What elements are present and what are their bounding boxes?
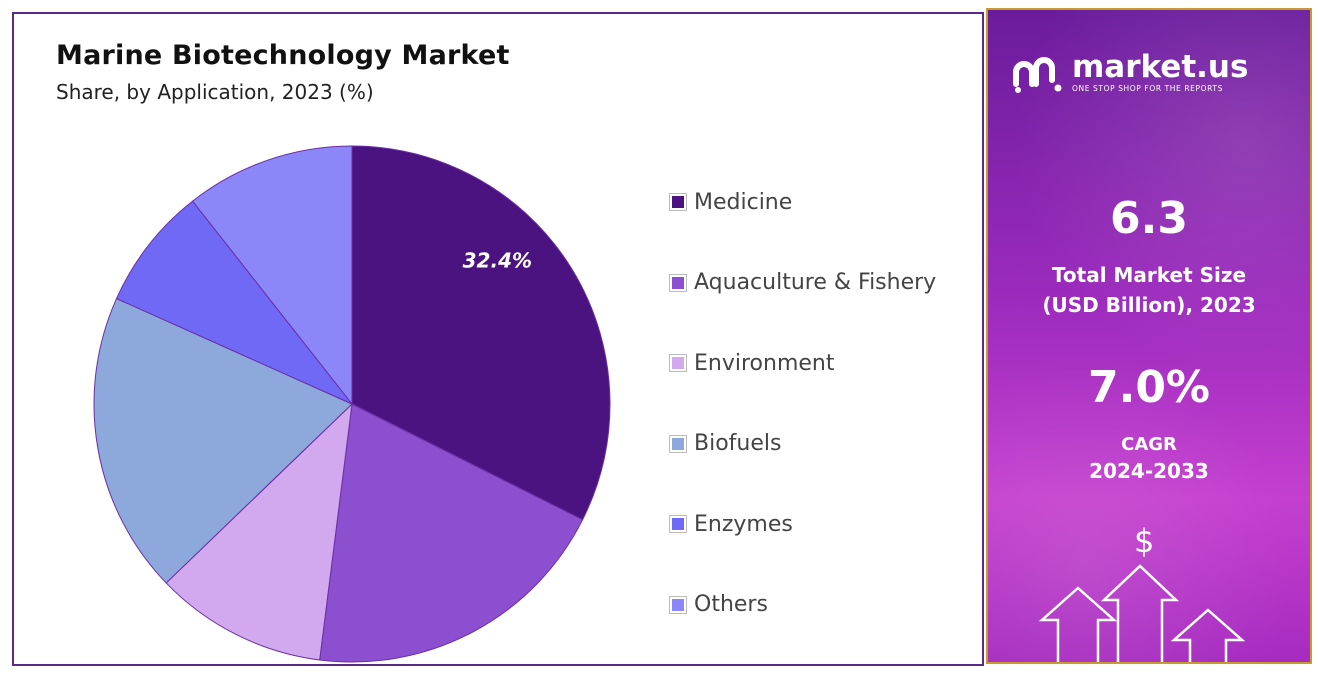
legend-label: Aquaculture & Fishery	[694, 270, 937, 296]
legend-item-medicine: Medicine	[669, 162, 936, 243]
legend-label: Others	[694, 592, 768, 618]
chart-title: Marine Biotechnology Market	[56, 40, 510, 71]
legend-label: Environment	[694, 350, 835, 376]
legend-item-aquaculture-fishery: Aquaculture & Fishery	[669, 243, 937, 324]
cagr-value: 7.0%	[1087, 362, 1211, 413]
chart-legend: Medicine Aquaculture & Fishery Environment…	[669, 162, 937, 646]
pie-slice-medicine	[351, 145, 611, 521]
market-size-label: Total Market Size	[1051, 263, 1247, 287]
pie-chart: 32.4%	[93, 145, 611, 663]
market-summary-panel: market.us ONE STOP SHOP FOR THE REPORTS …	[986, 8, 1312, 664]
brand-name: market.us	[1072, 48, 1249, 85]
legend-item-others: Others	[669, 565, 936, 646]
legend-swatch	[669, 354, 687, 373]
legend-label: Biofuels	[694, 431, 782, 457]
growth-arrows-icon	[1038, 564, 1246, 662]
dollar-icon: $	[1134, 522, 1155, 560]
chart-card: Marine Biotechnology Market Share, by Ap…	[12, 12, 984, 666]
legend-swatch	[669, 595, 687, 614]
legend-item-environment: Environment	[669, 323, 936, 404]
legend-item-enzymes: Enzymes	[669, 484, 936, 565]
legend-item-biofuels: Biofuels	[669, 404, 936, 485]
market-us-logo-icon	[1013, 57, 1062, 93]
panel-background-decoration	[988, 10, 1310, 662]
brand-tagline: ONE STOP SHOP FOR THE REPORTS	[1072, 83, 1223, 93]
market-size-unit-label: (USD Billion), 2023	[1042, 293, 1256, 317]
legend-swatch	[669, 273, 687, 292]
pie-slice-others	[191, 145, 353, 406]
chart-subtitle: Share, by Application, 2023 (%)	[56, 80, 374, 104]
legend-swatch	[669, 193, 687, 212]
pie-slice-environment	[165, 402, 353, 661]
data-label-medicine: 32.4%	[463, 248, 532, 272]
legend-label: Enzymes	[694, 511, 793, 537]
legend-label: Medicine	[694, 189, 793, 215]
brand-logo: market.us ONE STOP SHOP FOR THE REPORTS	[1010, 50, 1248, 94]
cagr-label: CAGR	[1121, 434, 1177, 455]
pie-slice-enzymes	[115, 200, 353, 405]
legend-swatch	[669, 515, 687, 534]
cagr-period: 2024-2033	[1089, 459, 1209, 483]
pie-slice-biofuels	[93, 297, 353, 584]
market-size-value: 6.3	[1110, 193, 1188, 244]
legend-swatch	[669, 434, 687, 453]
pie-slice-aquaculture-fishery	[319, 403, 584, 663]
